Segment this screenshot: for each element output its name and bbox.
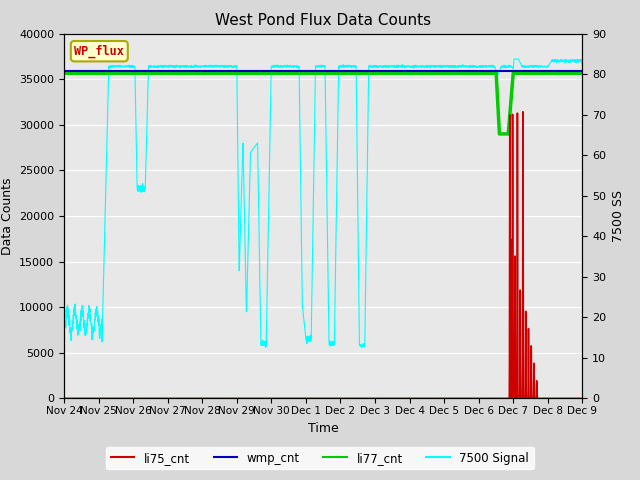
Text: WP_flux: WP_flux	[74, 45, 124, 58]
Y-axis label: Data Counts: Data Counts	[1, 177, 13, 255]
Title: West Pond Flux Data Counts: West Pond Flux Data Counts	[215, 13, 431, 28]
X-axis label: Time: Time	[308, 421, 339, 434]
Legend: li75_cnt, wmp_cnt, li77_cnt, 7500 Signal: li75_cnt, wmp_cnt, li77_cnt, 7500 Signal	[106, 447, 534, 469]
Y-axis label: 7500 SS: 7500 SS	[612, 190, 625, 242]
